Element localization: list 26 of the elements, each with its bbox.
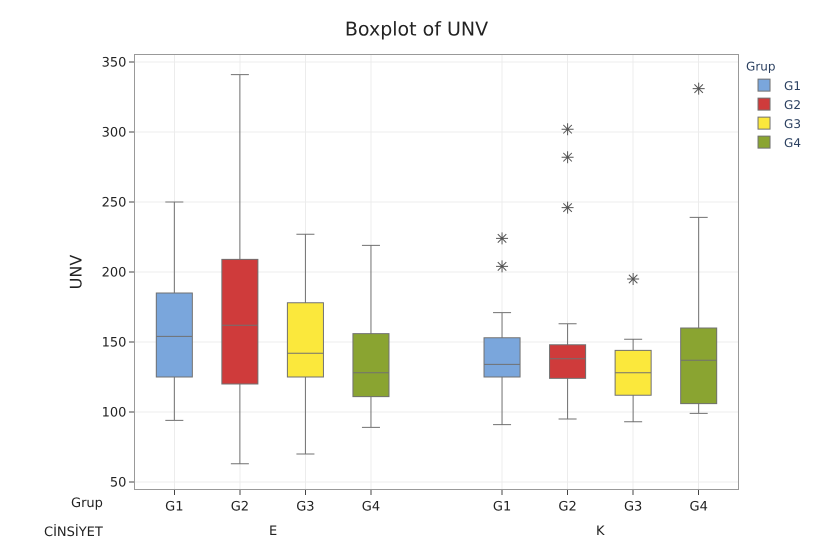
text: Grup	[71, 496, 103, 511]
legend-label: G4	[784, 136, 801, 150]
legend-label: G2	[784, 98, 801, 112]
text: E	[269, 524, 278, 539]
x-tick-label: G4	[689, 500, 708, 515]
y-tick-label: 300	[102, 126, 126, 141]
x-tick-label: G2	[558, 500, 577, 515]
x-tick-label: G1	[165, 500, 184, 515]
text: CİNSİYET	[44, 524, 103, 540]
y-tick-label: 100	[102, 406, 126, 421]
y-tick-label: 350	[102, 56, 126, 71]
legend-title: Grup	[746, 60, 776, 74]
x-tick-label: G4	[362, 500, 380, 515]
legend-label: G3	[784, 116, 801, 131]
x-tick-label: G2	[230, 500, 250, 515]
x-tick-label: G3	[296, 500, 315, 515]
y-tick-label: 150	[102, 336, 126, 351]
y-tick-label: 200	[102, 266, 126, 281]
y-axis-title: UNV	[66, 254, 86, 290]
x-tick-label: G3	[624, 500, 642, 515]
x-tick-label: G1	[492, 500, 512, 515]
chart-title: Boxplot of UNV	[344, 18, 488, 41]
legend-label: G1	[784, 78, 801, 93]
y-tick-label: 50	[110, 476, 126, 491]
text: K	[596, 524, 605, 539]
y-tick-label: 250	[102, 196, 126, 211]
